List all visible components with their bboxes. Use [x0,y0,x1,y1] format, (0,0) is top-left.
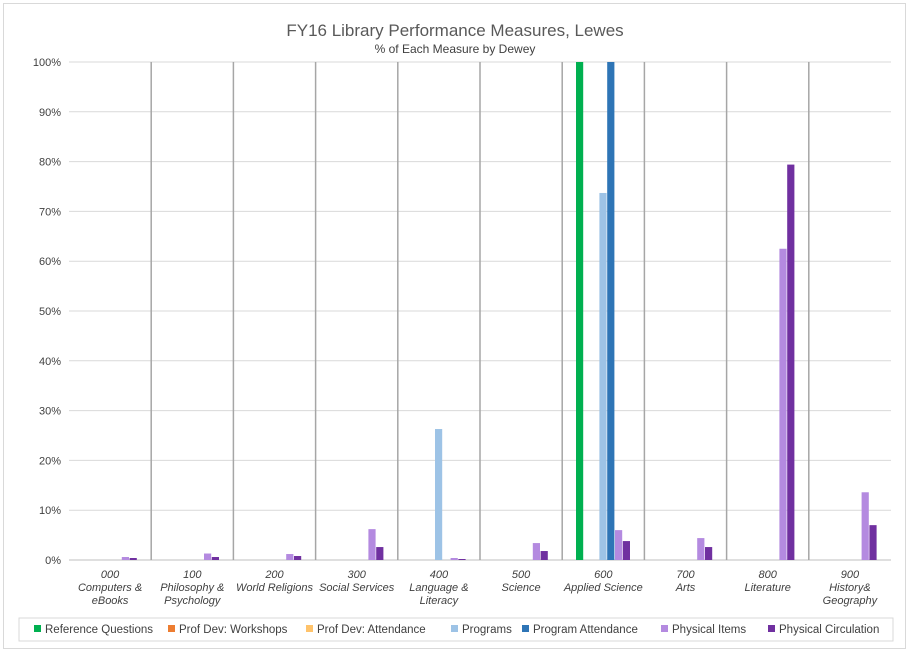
bar [869,525,877,560]
bar [607,62,615,560]
legend-label: Prof Dev: Attendance [317,624,426,636]
y-tick-label: 10% [39,505,61,517]
legend-label: Prof Dev: Workshops [179,624,288,636]
y-tick-label: 80% [39,157,61,169]
bar [622,541,630,560]
bar [129,558,137,560]
bar [458,559,466,560]
legend-swatch [451,625,458,632]
y-tick-label: 50% [39,306,61,318]
x-tick-label: 800 Literature [744,569,790,594]
bar [294,556,302,560]
legend-swatch [522,625,529,632]
bar [540,551,548,560]
x-tick-label: 500 Science [502,569,541,594]
y-tick-label: 70% [39,206,61,218]
y-tick-label: 0% [45,555,61,567]
x-tick-label: 900 History& Geography [823,569,879,607]
y-tick-label: 30% [39,406,61,418]
x-tick-label: 300 Social Services [319,569,395,594]
bar [368,529,376,560]
legend-label: Program Attendance [533,624,638,636]
legend-swatch [168,625,175,632]
x-axis-ticks: 000 Computers & eBooks 100 Philosophy & Psych… [78,569,879,607]
legend: Reference Questions Prof Dev: Workshops Pr… [18,617,894,642]
bar [435,429,443,560]
x-tick-label: 400 Language & Literacy [409,569,468,607]
bar [532,543,540,560]
bar [787,164,795,560]
x-tick-label: 600 Applied Science [563,569,643,594]
x-tick-label: 100 Philosophy & Psychology [160,569,224,607]
y-tick-label: 60% [39,256,61,268]
legend-label: Programs [462,624,512,636]
x-tick-label: 200 World Religions [236,569,314,594]
bar [576,62,584,560]
x-tick-label: 700 Arts [675,569,696,594]
bar [697,538,705,560]
bar [376,547,384,560]
legend-label: Physical Circulation [779,624,879,636]
bar [779,248,787,560]
chart-frame: FY16 Library Performance Measures, Lewes… [3,3,906,649]
bar [705,547,713,560]
chart-subtitle: % of Each Measure by Dewey [375,42,536,56]
y-tick-label: 90% [39,107,61,119]
bar [615,530,623,560]
legend-swatch [768,625,775,632]
legend-label: Physical Items [672,624,746,636]
legend-swatch [306,625,313,632]
bar [286,554,294,560]
bar [861,492,869,560]
y-axis-ticks: 0% 10% 20% 30% 40% 50% 60% 70% 80% 90% 100% [33,57,61,567]
legend-swatch [661,625,668,632]
chart-canvas: FY16 Library Performance Measures, Lewes… [18,21,894,642]
chart-title: FY16 Library Performance Measures, Lewes [286,21,623,40]
bar [121,557,129,560]
bars [121,62,877,560]
y-tick-label: 20% [39,455,61,467]
bar [599,192,607,560]
legend-swatch [34,625,41,632]
legend-label: Reference Questions [45,624,153,636]
bar [204,553,212,560]
y-tick-label: 100% [33,57,61,69]
y-tick-label: 40% [39,356,61,368]
bar [450,558,458,560]
category-separators [150,62,810,560]
bar [211,557,219,560]
x-tick-label: 000 Computers & eBooks [78,569,142,607]
